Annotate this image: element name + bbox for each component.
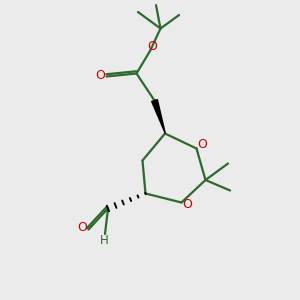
Text: H: H <box>100 234 109 247</box>
Text: O: O <box>197 138 207 152</box>
Text: O: O <box>77 220 87 234</box>
Text: O: O <box>182 198 192 212</box>
Text: O: O <box>148 40 157 53</box>
Text: O: O <box>95 69 105 82</box>
Polygon shape <box>152 100 165 134</box>
